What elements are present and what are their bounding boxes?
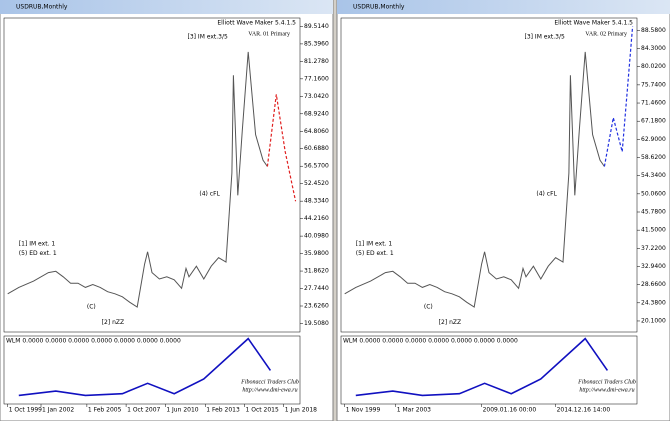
x-tick-label: 1 Mar 2003 [397,407,431,414]
wave-label: [1] IM ext. 1 [356,241,393,248]
y-tick-label: 31.8620 [304,268,329,275]
y-tick-label: 60.6880 [304,145,329,152]
y-tick-label: 62.9000 [641,136,666,143]
indicator-panel [3,335,301,405]
price-line [7,51,268,308]
y-tick-label: 37.2200 [641,245,666,252]
indicator-line [18,337,272,397]
x-tick-label: 1 Oct 1999 [9,407,42,414]
wave-label: [1] IM ext. 1 [19,241,56,248]
wave-label: (5) ED ext. 1 [356,250,394,257]
y-tick-label: 32.9400 [641,263,666,270]
y-tick-label: 19.5080 [304,320,329,327]
indicator-text: Fibonacci Traders Club [240,379,299,385]
y-tick-label: 41.5000 [641,227,666,234]
y-tick-label: 80.0200 [641,63,666,70]
projection-line [266,94,297,202]
y-tick-label: 77.1600 [304,75,329,82]
projection-line [603,26,634,167]
wave-label: (C) [87,303,96,310]
y-tick-label: 44.2160 [304,215,329,222]
y-tick-label: 40.0980 [304,233,329,240]
wave-label: (C) [424,303,433,310]
y-tick-label: 64.8060 [304,128,329,135]
y-tick-label: 88.5800 [641,27,666,34]
title-bar [0,0,333,14]
x-tick-label: 1 Feb 2005 [88,407,122,414]
variant-label: VAR. 01 Primary [248,31,290,37]
indicator-text: http://www.dmi-ewa.ru [242,387,297,393]
x-tick-label: 1 Jan 2002 [42,407,74,414]
y-tick-label: 85.3960 [304,40,329,47]
plot-area [3,17,301,333]
x-tick-label: 1 Oct 2007 [127,407,160,414]
y-tick-label: 68.9240 [304,110,329,117]
subtitle: Elliott Wave Maker 5.4.1.5 [217,20,296,27]
y-tick-label: 28.6600 [641,281,666,288]
y-tick-label: 45.7800 [641,209,666,216]
wave-label: (4) cFL [536,190,557,197]
price-line [344,51,605,308]
variant-label: VAR. 02 Primary [585,31,627,37]
wave-label: [3] IM ext.3/5 [188,33,228,40]
indicator-label: WLM 0.0000 0.0000 0.0000 0.0000 0.0000 0… [343,338,518,345]
wave-label: [3] IM ext.3/5 [525,33,565,40]
x-tick-label: 2009.01.16 00:00 [483,407,537,414]
y-tick-label: 24.3800 [641,299,666,306]
y-tick-label: 73.0420 [304,93,329,100]
plot-area [340,17,638,333]
subtitle: Elliott Wave Maker 5.4.1.5 [554,20,633,27]
wave-label: [2] nZZ [439,319,461,326]
indicator-line [355,337,609,397]
wave-label: (4) cFL [199,190,220,197]
y-tick-label: 35.9800 [304,250,329,257]
window-title: USDRUB,Monthly [16,4,68,11]
x-tick-label: 1 Jun 2010 [166,407,198,414]
y-tick-label: 48.3340 [304,198,329,205]
wave-label: (5) ED ext. 1 [19,250,57,257]
y-tick-label: 54.3400 [641,172,666,179]
x-tick-label: 1 Jun 2018 [285,407,317,414]
y-tick-label: 27.7440 [304,285,329,292]
y-tick-label: 81.2780 [304,58,329,65]
x-tick-label: 2014.12.16 14:00 [557,407,611,414]
indicator-text: Fibonacci Traders Club [577,379,636,385]
y-tick-label: 50.0600 [641,190,666,197]
y-tick-label: 84.3000 [641,45,666,52]
x-tick-label: 1 Oct 2015 [246,407,279,414]
x-tick-label: 1 Nov 1999 [346,407,381,414]
indicator-text: http://www.dmi-ewa.ru [579,387,634,393]
y-tick-label: 71.4600 [641,100,666,107]
x-tick-label: 1 Feb 2013 [206,407,240,414]
y-tick-label: 75.7400 [641,81,666,88]
y-tick-label: 67.1800 [641,118,666,125]
y-tick-label: 20.1000 [641,317,666,324]
y-tick-label: 23.6260 [304,303,329,310]
y-tick-label: 58.6200 [641,154,666,161]
indicator-panel [340,335,638,405]
y-tick-label: 52.4520 [304,180,329,187]
indicator-label: WLM 0.0000 0.0000 0.0000 0.0000 0.0000 0… [6,338,181,345]
y-tick-label: 56.5700 [304,163,329,170]
wave-label: [2] nZZ [102,319,124,326]
y-tick-label: 89.5140 [304,23,329,30]
window-title: USDRUB,Monthly [353,4,405,11]
title-bar [337,0,670,14]
